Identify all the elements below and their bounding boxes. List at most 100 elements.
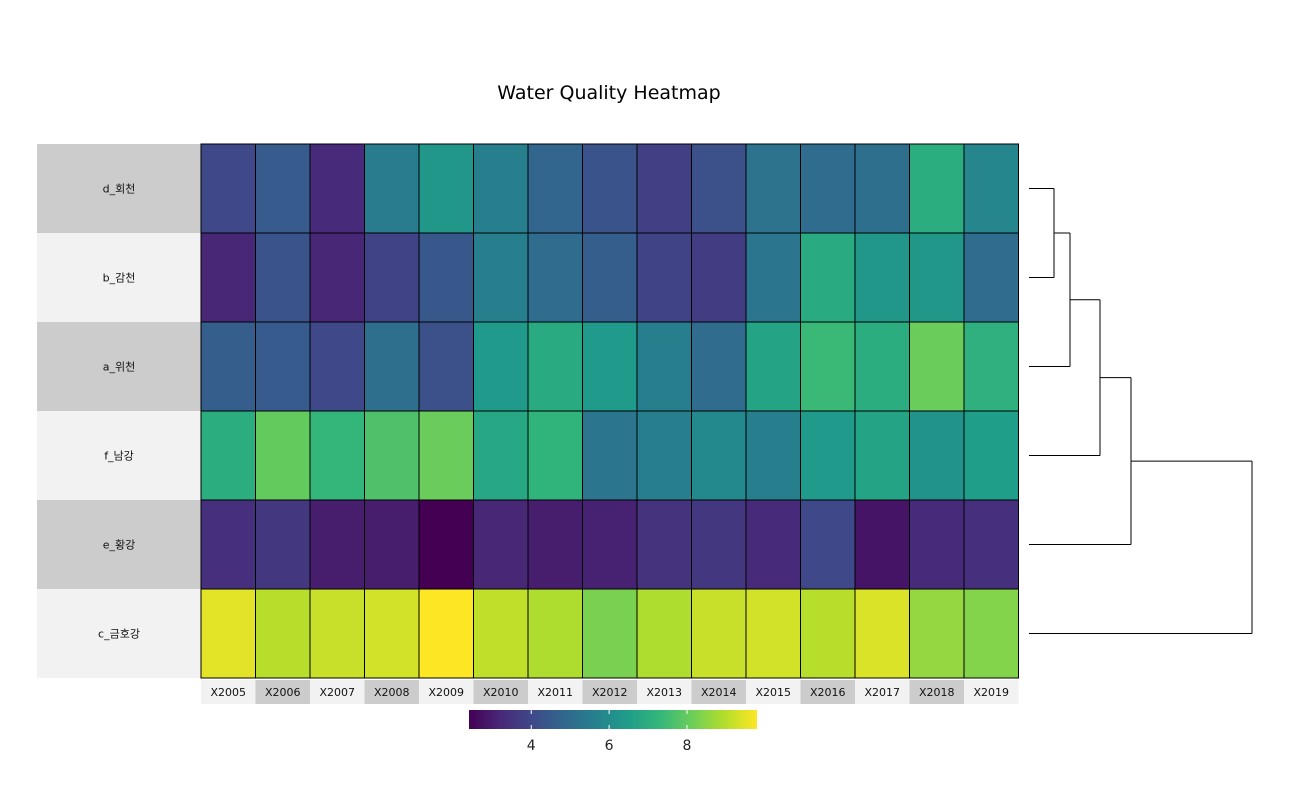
heatmap-cell bbox=[691, 232, 747, 323]
heatmap-cell bbox=[364, 588, 420, 679]
column-labels: X2005 X2006 X2007 X2008 X2009 X2010 X2011 X2012… bbox=[201, 680, 1019, 704]
column-label-bg bbox=[201, 680, 256, 704]
column-label-bg bbox=[419, 680, 474, 704]
heatmap-cell bbox=[527, 499, 583, 590]
heatmap-cell bbox=[636, 499, 692, 590]
column-label-bg bbox=[637, 680, 692, 704]
heatmap-cells bbox=[200, 143, 1019, 679]
heatmap-cell bbox=[800, 321, 856, 412]
heatmap-cell bbox=[200, 588, 256, 679]
heatmap-cell bbox=[255, 321, 311, 412]
colorbar-tick-label: 6 bbox=[605, 738, 614, 754]
chart-title: Water Quality Heatmap bbox=[497, 82, 720, 104]
row-label-bg bbox=[37, 322, 201, 411]
heatmap-cell bbox=[963, 143, 1019, 234]
heatmap-cell bbox=[418, 321, 474, 412]
column-label: X2007 bbox=[319, 686, 355, 699]
heatmap-cell bbox=[527, 321, 583, 412]
heatmap-cell bbox=[745, 321, 801, 412]
heatmap-cell bbox=[909, 499, 965, 590]
heatmap-cell bbox=[473, 588, 529, 679]
heatmap-cell bbox=[800, 143, 856, 234]
colorbar-tick-label: 4 bbox=[527, 738, 536, 754]
heatmap-cell bbox=[418, 588, 474, 679]
heatmap-cell bbox=[745, 499, 801, 590]
heatmap-cell bbox=[255, 588, 311, 679]
column-label-bg bbox=[746, 680, 801, 704]
heatmap-cell bbox=[691, 410, 747, 501]
column-label-bg bbox=[964, 680, 1019, 704]
heatmap-cell bbox=[582, 499, 638, 590]
column-label-bg bbox=[310, 680, 365, 704]
column-label: X2019 bbox=[973, 686, 1009, 699]
heatmap-cell bbox=[854, 588, 910, 679]
row-label-bg bbox=[37, 411, 201, 500]
heatmap-cell bbox=[200, 499, 256, 590]
heatmap-cell bbox=[854, 410, 910, 501]
column-label: X2016 bbox=[810, 686, 846, 699]
heatmap-cell bbox=[527, 588, 583, 679]
row-labels: d_회천 b_감천 a_위천 f_남강 e_황강 c_금호강 bbox=[37, 144, 201, 678]
heatmap-cell bbox=[473, 410, 529, 501]
column-label: X2005 bbox=[210, 686, 246, 699]
column-label-bg bbox=[364, 680, 419, 704]
heatmap-cell bbox=[255, 499, 311, 590]
column-label: X2014 bbox=[701, 686, 737, 699]
heatmap-cell bbox=[255, 232, 311, 323]
column-label-bg bbox=[909, 680, 964, 704]
heatmap-cell bbox=[527, 143, 583, 234]
heatmap-cell bbox=[309, 321, 365, 412]
row-label: e_황강 bbox=[103, 539, 136, 552]
heatmap-cell bbox=[582, 143, 638, 234]
heatmap-cell bbox=[418, 410, 474, 501]
column-label-bg bbox=[528, 680, 583, 704]
heatmap-cell bbox=[854, 232, 910, 323]
colorbar-legend: 4 6 8 bbox=[469, 710, 757, 754]
heatmap-cell bbox=[418, 499, 474, 590]
heatmap-cell bbox=[745, 410, 801, 501]
heatmap-cell bbox=[582, 410, 638, 501]
heatmap-cell bbox=[309, 410, 365, 501]
heatmap-cell bbox=[963, 232, 1019, 323]
heatmap-cell bbox=[963, 410, 1019, 501]
heatmap-cell bbox=[200, 232, 256, 323]
row-label: c_금호강 bbox=[98, 628, 140, 641]
heatmap-cell bbox=[364, 143, 420, 234]
heatmap-cell bbox=[636, 321, 692, 412]
heatmap-cell bbox=[527, 410, 583, 501]
heatmap-cell bbox=[582, 588, 638, 679]
heatmap-cell bbox=[418, 143, 474, 234]
heatmap-cell bbox=[854, 321, 910, 412]
colorbar-tick-label: 8 bbox=[682, 738, 691, 754]
column-label-bg bbox=[855, 680, 910, 704]
heatmap-cell bbox=[364, 410, 420, 501]
heatmap-cell bbox=[909, 143, 965, 234]
heatmap-cell bbox=[364, 321, 420, 412]
heatmap-cell bbox=[909, 588, 965, 679]
heatmap-cell bbox=[909, 321, 965, 412]
heatmap-cell bbox=[200, 321, 256, 412]
heatmap-cell bbox=[854, 499, 910, 590]
heatmap-cell bbox=[255, 410, 311, 501]
heatmap-cell bbox=[963, 499, 1019, 590]
heatmap-cell bbox=[800, 499, 856, 590]
heatmap-cell bbox=[636, 410, 692, 501]
row-label: a_위천 bbox=[103, 360, 135, 374]
column-label: X2012 bbox=[592, 686, 628, 699]
heatmap-cell bbox=[309, 588, 365, 679]
heatmap-cell bbox=[527, 232, 583, 323]
heatmap-cell bbox=[309, 232, 365, 323]
heatmap-cell bbox=[691, 588, 747, 679]
heatmap-cell bbox=[473, 499, 529, 590]
heatmap-cell bbox=[636, 232, 692, 323]
row-label-bg bbox=[37, 233, 201, 322]
heatmap-cell bbox=[800, 588, 856, 679]
heatmap-cell bbox=[309, 499, 365, 590]
row-label: f_남강 bbox=[104, 450, 134, 463]
heatmap-cell bbox=[800, 410, 856, 501]
heatmap-cell bbox=[691, 321, 747, 412]
heatmap-cell bbox=[582, 232, 638, 323]
heatmap-cell bbox=[963, 588, 1019, 679]
heatmap-cell bbox=[473, 321, 529, 412]
colorbar-gradient bbox=[469, 710, 757, 729]
